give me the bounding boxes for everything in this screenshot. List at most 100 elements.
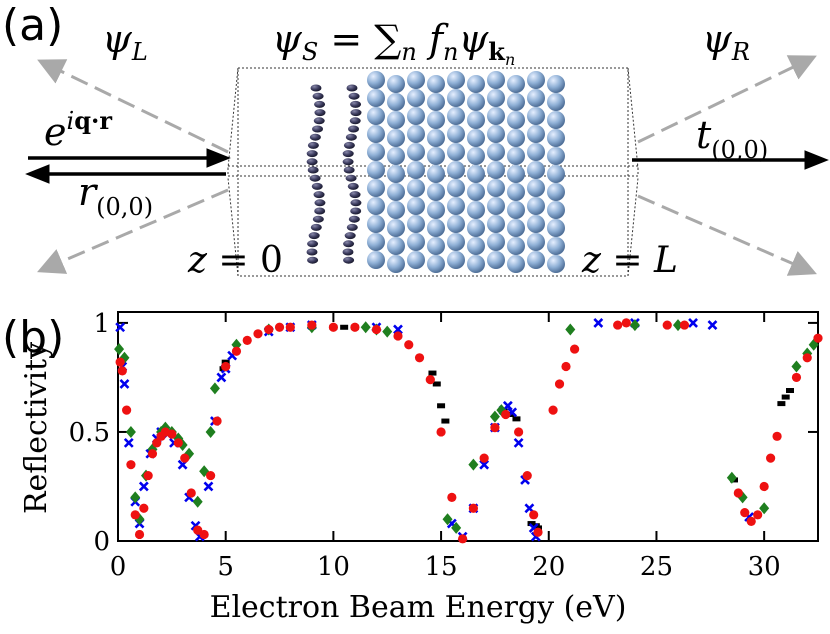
substrate-atom bbox=[367, 107, 385, 125]
substrate-atom bbox=[527, 107, 545, 125]
data-point bbox=[437, 403, 446, 409]
panel-b-chart: (b) 0 5 10 15 20 25 30 0 0.5 1 Electron Beam Ener… bbox=[2, 309, 823, 625]
substrate-atom bbox=[547, 111, 565, 129]
substrate-atom bbox=[407, 89, 425, 107]
x-tick-label: 20 bbox=[532, 552, 565, 582]
data-point bbox=[193, 525, 203, 535]
substrate-atom bbox=[387, 255, 405, 273]
data-point bbox=[350, 322, 360, 332]
substrate-atom bbox=[447, 125, 465, 143]
z-length-label: z = L bbox=[581, 240, 678, 281]
adsorbate-atom bbox=[348, 92, 360, 100]
substrate-atom bbox=[487, 161, 505, 179]
substrate-atom bbox=[527, 71, 545, 89]
panel-a-schematic: (a) ψL ψR bbox=[2, 0, 829, 281]
adsorbate-atom bbox=[306, 248, 318, 256]
adsorbate-atom bbox=[309, 174, 321, 182]
substrate-atom bbox=[427, 183, 445, 201]
substrate-atom bbox=[407, 251, 425, 269]
data-point bbox=[533, 527, 543, 537]
substrate-atom bbox=[367, 161, 385, 179]
data-point bbox=[777, 401, 786, 407]
adsorbate-atom bbox=[307, 141, 319, 149]
psi-left-label: ψL bbox=[102, 17, 148, 66]
adsorbate-atom bbox=[346, 84, 358, 92]
adsorbate-atom bbox=[307, 256, 319, 264]
substrate-atom bbox=[467, 93, 485, 111]
substrate-atom bbox=[507, 93, 525, 111]
data-point bbox=[458, 534, 468, 544]
adsorbate-atom bbox=[314, 109, 326, 117]
substrate-atom bbox=[507, 255, 525, 273]
substrate-atom bbox=[407, 161, 425, 179]
substrate-atom bbox=[487, 125, 505, 143]
adsorbate-atom bbox=[347, 182, 359, 190]
y-axis-label: Reflectivity bbox=[19, 342, 54, 514]
data-point bbox=[404, 340, 414, 350]
adsorbate-atom bbox=[312, 92, 324, 100]
substrate-atom bbox=[447, 89, 465, 107]
data-point bbox=[114, 343, 125, 356]
data-point bbox=[513, 437, 524, 448]
axis-ticks: 0 5 10 15 20 25 30 0 0.5 1 bbox=[69, 309, 818, 582]
data-point bbox=[441, 418, 450, 424]
data-point bbox=[216, 372, 227, 383]
substrate-atom bbox=[447, 71, 465, 89]
data-point bbox=[231, 346, 242, 356]
substrate-atom bbox=[467, 75, 485, 93]
substrate-atom bbox=[367, 89, 385, 107]
substrate-atom bbox=[507, 129, 525, 147]
adsorbate-atom bbox=[350, 109, 362, 117]
data-point bbox=[340, 324, 349, 330]
adsorbate-atom bbox=[306, 158, 318, 166]
substrate-atom bbox=[427, 165, 445, 183]
transmission-coefficient-label: t(0,0) bbox=[696, 113, 768, 164]
data-point bbox=[791, 360, 802, 373]
data-point bbox=[115, 322, 126, 333]
substrate-atom bbox=[367, 71, 385, 89]
data-point bbox=[746, 516, 756, 526]
data-point bbox=[753, 510, 763, 520]
substrate-atom bbox=[467, 111, 485, 129]
x-tick-label: 10 bbox=[317, 552, 350, 582]
substrate-atom bbox=[527, 197, 545, 215]
adsorbate-atom bbox=[312, 125, 324, 133]
substrate-atom bbox=[547, 165, 565, 183]
adsorbate-atom bbox=[307, 240, 319, 248]
substrate-atom bbox=[407, 179, 425, 197]
reflection-coefficient-label: r(0,0) bbox=[78, 170, 153, 221]
substrate-atom bbox=[467, 183, 485, 201]
data-point bbox=[527, 521, 536, 527]
data-point bbox=[502, 400, 513, 411]
data-point bbox=[126, 460, 136, 470]
data-point bbox=[307, 320, 317, 330]
data-point bbox=[192, 495, 203, 508]
adsorbate-atom bbox=[314, 207, 326, 215]
scattered-beams bbox=[37, 55, 817, 276]
x-tick-label: 5 bbox=[217, 552, 234, 582]
substrate-atom bbox=[487, 89, 505, 107]
y-tick-label: 0 bbox=[93, 527, 110, 557]
data-point bbox=[565, 323, 576, 336]
substrate-atom bbox=[487, 71, 505, 89]
substrate-atom bbox=[387, 129, 405, 147]
adsorbate-atom bbox=[345, 133, 357, 141]
data-point bbox=[167, 429, 177, 439]
substrate-atom bbox=[467, 201, 485, 219]
data-point bbox=[221, 361, 231, 372]
adsorbate-atom bbox=[350, 207, 362, 215]
scattered-beam-upper-left bbox=[37, 59, 229, 154]
data-point bbox=[134, 529, 145, 540]
data-point bbox=[688, 317, 698, 328]
series-black bbox=[219, 324, 794, 531]
data-point bbox=[786, 388, 794, 394]
substrate-atom bbox=[427, 129, 445, 147]
data-point bbox=[414, 353, 425, 363]
data-point bbox=[125, 425, 136, 438]
substrate-atom bbox=[487, 215, 505, 233]
data-point bbox=[740, 508, 750, 518]
substrate-atom bbox=[387, 183, 405, 201]
data-point bbox=[726, 471, 737, 484]
adsorbate-atom bbox=[314, 199, 326, 207]
substrate-atom bbox=[507, 165, 525, 183]
